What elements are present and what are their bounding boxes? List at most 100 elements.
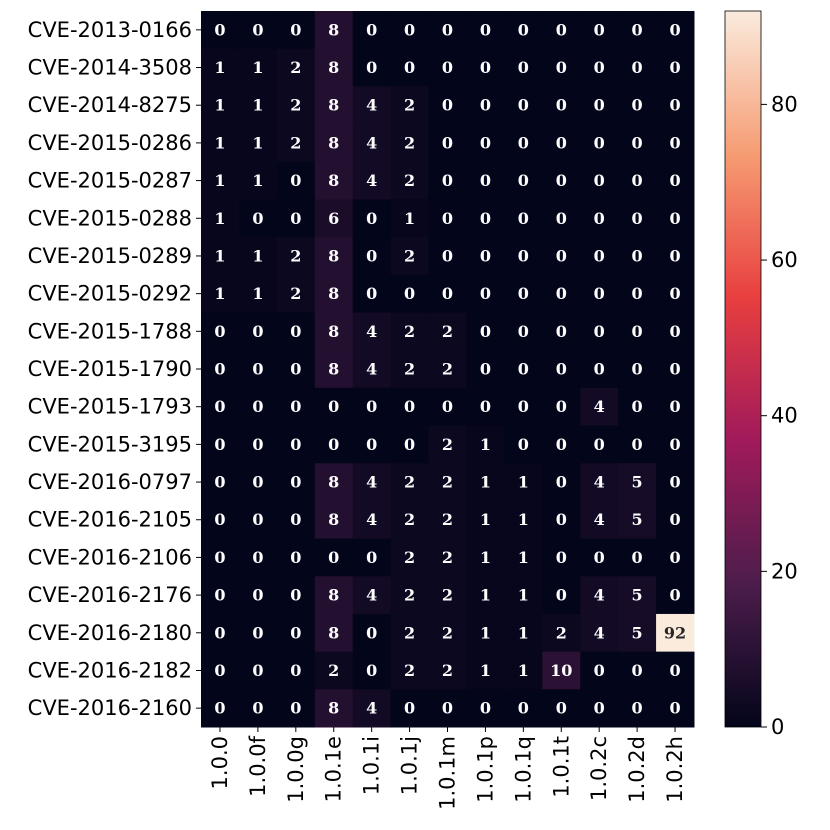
cell-value-label: 5: [632, 473, 643, 492]
cell-value-label: 1: [518, 510, 529, 529]
cell-value-label: 0: [594, 435, 605, 454]
heatmap-cell: [390, 576, 430, 615]
cell-value-label: 0: [632, 548, 643, 567]
heatmap-cell: [618, 124, 657, 163]
heatmap-cell: [542, 500, 581, 540]
cell-value-label: 0: [669, 20, 680, 39]
cell-value-label: 0: [556, 96, 567, 115]
heatmap-cell: [618, 500, 657, 540]
column-label: 1.0.0f: [246, 735, 270, 796]
cell-value-label: 2: [442, 360, 453, 379]
heatmap-cell: [466, 689, 505, 728]
heatmap-cell: [542, 237, 581, 276]
cell-value-label: 1: [252, 171, 263, 190]
heatmap-cell: [314, 425, 354, 464]
colorbar-tick-label: 60: [771, 248, 798, 272]
heatmap-cell: [276, 613, 316, 653]
cell-value-label: 0: [669, 133, 680, 152]
heatmap-cell: [314, 576, 354, 615]
cell-value-label: 0: [442, 133, 453, 152]
cell-value-label: 0: [556, 284, 567, 303]
heatmap-cell: [276, 199, 316, 238]
cell-value-label: 0: [366, 661, 377, 680]
row-label: CVE-2015-1790: [28, 357, 192, 381]
cell-value-label: 1: [480, 473, 491, 492]
cell-value-label: 8: [328, 171, 339, 190]
heatmap-cell: [276, 651, 316, 690]
cell-value-label: 8: [328, 699, 339, 718]
heatmap-cell: [314, 350, 354, 389]
heatmap-cell: [352, 500, 392, 540]
heatmap-cell: [542, 124, 581, 163]
heatmap-cell: [504, 463, 543, 502]
cell-value-label: 0: [366, 548, 377, 567]
heatmap-cell: [466, 576, 505, 615]
row-labels: CVE-2013-0166 CVE-2014-3508 CVE-2014-8275 C…: [28, 18, 201, 720]
heatmap-cell: [276, 500, 316, 540]
heatmap-cell: [238, 237, 278, 276]
heatmap-cell: [504, 237, 543, 276]
heatmap-cell: [466, 500, 505, 540]
heatmap-cell: [656, 237, 695, 276]
cell-value-label: 92: [664, 623, 686, 642]
cell-value-label: 0: [632, 58, 643, 77]
heatmap-cell: [618, 651, 657, 690]
heatmap-cell: [390, 312, 430, 351]
heatmap-cell: [504, 387, 543, 427]
cell-value-label: 0: [290, 548, 301, 567]
heatmap-cell: [238, 613, 278, 653]
cell-value-label: 0: [290, 510, 301, 529]
cell-value-label: 2: [404, 96, 415, 115]
colorbar-tick-label: 0: [771, 715, 784, 739]
heatmap-cell: [580, 538, 619, 577]
cell-value-label: 0: [669, 397, 680, 416]
heatmap-cell: [542, 161, 581, 200]
cell-value-label: 0: [290, 209, 301, 228]
cell-value-label: 2: [442, 548, 453, 567]
cell-value-label: 0: [632, 96, 643, 115]
heatmap-cell: [201, 500, 240, 540]
heatmap-cell: [542, 425, 581, 464]
cell-value-label: 0: [594, 209, 605, 228]
heatmap-cell: [580, 651, 619, 690]
cell-value-label: 0: [480, 699, 491, 718]
cell-value-label: 2: [404, 586, 415, 605]
heatmap-cell: [542, 613, 581, 653]
cell-value-label: 1: [214, 133, 225, 152]
cell-value-label: 8: [328, 623, 339, 642]
cell-value-label: 0: [594, 246, 605, 265]
heatmap-cell: [656, 312, 695, 351]
heatmap-cell: [428, 11, 467, 50]
cell-value-label: 0: [669, 661, 680, 680]
cell-value-label: 2: [404, 322, 415, 341]
heatmap-cell: [201, 425, 240, 464]
column-label: 1.0.2h: [663, 736, 687, 803]
heatmap-cell: [314, 48, 354, 87]
cell-value-label: 0: [252, 322, 263, 341]
heatmap-cell: [656, 124, 695, 163]
heatmap-cell: [580, 199, 619, 238]
row-label: CVE-2016-0797: [28, 470, 192, 494]
row-label: CVE-2016-2182: [28, 658, 192, 682]
heatmap-cell: [656, 274, 695, 313]
heatmap-cell: [542, 312, 581, 351]
heatmap-cell: [201, 124, 240, 163]
cell-value-label: 0: [480, 246, 491, 265]
cell-value-label: 0: [404, 20, 415, 39]
cell-value-label: 0: [290, 623, 301, 642]
heatmap-cell: [276, 463, 316, 502]
cell-value-label: 0: [556, 586, 567, 605]
heatmap-cell: [580, 576, 619, 615]
cell-value-label: 0: [252, 661, 263, 680]
heatmap-cell: [201, 613, 240, 653]
heatmap-cell: [276, 387, 316, 427]
cell-value-label: 0: [518, 435, 529, 454]
heatmap-cell: [428, 425, 467, 464]
cell-value-label: 0: [214, 360, 225, 379]
heatmap-cell: [276, 689, 316, 728]
heatmap-cell: [352, 576, 392, 615]
cell-value-label: 2: [442, 510, 453, 529]
heatmap-cell: [428, 613, 467, 653]
heatmap-cell: [428, 161, 467, 200]
